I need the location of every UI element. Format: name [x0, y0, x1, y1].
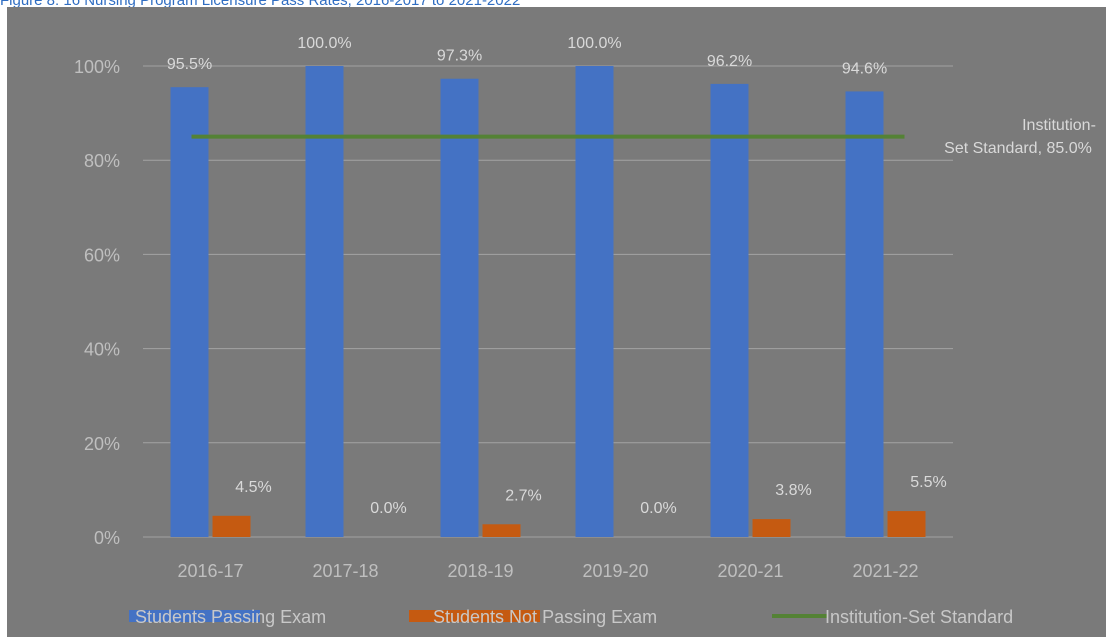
- data-label-passing: 94.6%: [842, 60, 887, 77]
- x-tick-label: 2019-20: [582, 561, 648, 581]
- y-tick-label: 100%: [74, 57, 120, 77]
- y-tick-label: 80%: [84, 151, 120, 171]
- data-label-not-passing: 3.8%: [775, 482, 811, 499]
- figure-caption: Figure 8: 16 Nursing Program Licensure P…: [0, 0, 521, 9]
- bar-passing: [440, 78, 479, 537]
- x-tick-label: 2020-21: [717, 561, 783, 581]
- data-label-passing: 97.3%: [437, 48, 482, 65]
- y-tick-label: 0%: [94, 528, 120, 548]
- data-label-not-passing: 0.0%: [640, 500, 676, 517]
- reference-line-label: Institution-: [1022, 117, 1096, 134]
- x-tick-label: 2018-19: [447, 561, 513, 581]
- bar-passing: [845, 91, 884, 538]
- bar-not-passing: [482, 524, 521, 537]
- data-label-passing: 95.5%: [167, 56, 212, 73]
- data-label-passing: 100.0%: [567, 35, 621, 52]
- bar-not-passing: [212, 515, 251, 537]
- legend-swatch-passing: [129, 610, 260, 622]
- x-tick-label: 2017-18: [312, 561, 378, 581]
- bar-passing: [305, 66, 344, 537]
- legend-label-passing: Students Passing Exam: [135, 607, 326, 627]
- legend-label-standard: Institution-Set Standard: [825, 607, 1013, 627]
- y-tick-label: 20%: [84, 434, 120, 454]
- data-label-not-passing: 4.5%: [235, 479, 271, 496]
- reference-line-label: Set Standard, 85.0%: [944, 140, 1092, 157]
- legend-label-not-passing: Students Not Passing Exam: [433, 607, 657, 627]
- bar-passing: [710, 83, 749, 537]
- bar-passing: [170, 87, 209, 537]
- bar-not-passing: [752, 519, 791, 537]
- data-label-passing: 100.0%: [297, 35, 351, 52]
- legend-swatch-not-passing: [409, 610, 540, 622]
- y-tick-label: 60%: [84, 245, 120, 265]
- data-label-passing: 96.2%: [707, 53, 752, 70]
- chart-area: 0% 20% 40% 60% 80% 100% 95.5% 4.5% 2016-17 100.0%…: [7, 7, 1106, 637]
- y-tick-label: 40%: [84, 340, 120, 360]
- bar-not-passing: [887, 511, 926, 537]
- bar-chart: 0% 20% 40% 60% 80% 100% 95.5% 4.5% 2016-17 100.0%…: [74, 35, 1096, 627]
- x-tick-label: 2016-17: [177, 561, 243, 581]
- bar-passing: [575, 66, 614, 537]
- x-tick-label: 2021-22: [852, 561, 918, 581]
- data-label-not-passing: 5.5%: [910, 474, 946, 491]
- data-label-not-passing: 2.7%: [505, 487, 541, 504]
- data-label-not-passing: 0.0%: [370, 500, 406, 517]
